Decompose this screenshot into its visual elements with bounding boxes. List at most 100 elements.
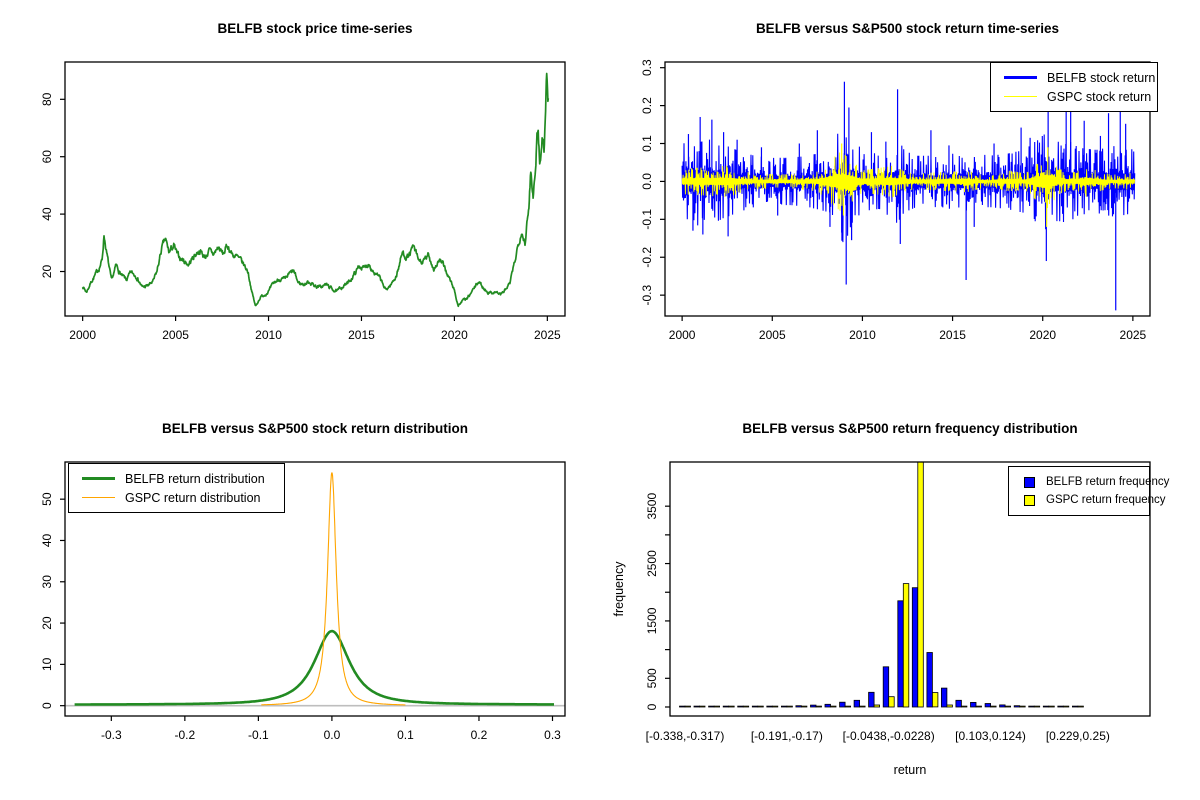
svg-text:500: 500	[645, 668, 659, 688]
svg-text:2020: 2020	[1029, 328, 1056, 342]
price-time-series-panel: 2000 2005 2010 2015 2020 2025 20 40 60 80 BELFB s…	[0, 0, 600, 400]
plot-border	[669, 461, 1151, 717]
svg-text:2005: 2005	[162, 328, 189, 342]
frequency-chart-legend: BELFB return frequency GSPC return frequ…	[1008, 466, 1169, 516]
svg-text:50: 50	[40, 492, 54, 506]
legend-item: BELFB stock return	[991, 68, 1157, 87]
histogram-bars	[679, 461, 1084, 708]
svg-text:0.2: 0.2	[640, 97, 654, 114]
return-frequency-plot: 0 500 1500 2500 3500 [-0.338,-0.317) [-0.191,-…	[645, 461, 1151, 743]
svg-text:[0.103,0.124): [0.103,0.124)	[955, 729, 1026, 743]
svg-text:2000: 2000	[69, 328, 96, 342]
svg-text:10: 10	[40, 657, 54, 671]
legend-item: GSPC return distribution	[69, 488, 284, 507]
plot-border	[64, 61, 566, 317]
y-axis: 0 10 20 30 40 50	[40, 492, 65, 709]
legend-label: BELFB return distribution	[125, 471, 265, 486]
belfb-price-series	[81, 72, 550, 308]
svg-text:-0.1: -0.1	[640, 209, 654, 230]
svg-text:40: 40	[40, 533, 54, 547]
svg-text:-0.3: -0.3	[101, 728, 122, 742]
svg-text:40: 40	[40, 207, 54, 221]
svg-text:80: 80	[40, 92, 54, 106]
belfb-stock-return-series	[681, 81, 1136, 311]
svg-text:0.0: 0.0	[640, 173, 654, 190]
return-chart-title: BELFB versus S&P500 stock return time-se…	[755, 21, 1060, 36]
svg-text:20: 20	[40, 616, 54, 630]
price-time-series-plot: 2000 2005 2010 2015 2020 2025 20 40 60 80	[40, 61, 566, 342]
svg-text:-0.3: -0.3	[640, 284, 654, 305]
legend-item: GSPC return frequency	[1009, 491, 1166, 509]
svg-text:2010: 2010	[255, 328, 282, 342]
return-chart-legend: BELFB stock return GSPC stock return	[990, 62, 1158, 112]
y-axis: 20 40 60 80	[40, 92, 65, 278]
belfb-density-line-swatch	[82, 477, 115, 480]
belfb-frequency-square-swatch	[1024, 476, 1035, 488]
legend-label: GSPC return distribution	[125, 490, 261, 505]
return-time-series-panel: 2000 2005 2010 2015 2020 2025 -0.3 -0.2 -0.1 0.0 0…	[600, 0, 1200, 400]
svg-text:2005: 2005	[759, 328, 786, 342]
return-distribution-plot: -0.3 -0.2 -0.1 0.0 0.1 0.2 0.3 0 10 20 30 40 50	[40, 461, 566, 742]
legend-label: BELFB return frequency	[1046, 476, 1170, 488]
svg-text:0.0: 0.0	[324, 728, 341, 742]
gspc-frequency-square-swatch	[1024, 494, 1035, 506]
svg-text:2020: 2020	[441, 328, 468, 342]
belfb-return-distribution-curve	[74, 629, 555, 706]
svg-text:[0.229,0.25): [0.229,0.25)	[1046, 729, 1110, 743]
legend-label: GSPC return frequency	[1046, 494, 1166, 506]
svg-text:2025: 2025	[1120, 328, 1147, 342]
legend-item: BELFB return frequency	[1009, 473, 1169, 491]
svg-text:2010: 2010	[849, 328, 876, 342]
svg-text:60: 60	[40, 150, 54, 164]
frequency-y-axis-label: frequency	[612, 561, 626, 617]
return-frequency-panel: 0 500 1500 2500 3500 [-0.338,-0.317) [-0.191,-…	[600, 400, 1200, 800]
x-axis: 2000 2005 2010 2015 2020 2025	[669, 316, 1147, 342]
svg-text:2500: 2500	[645, 550, 659, 577]
frequency-x-axis-label: return	[893, 763, 927, 777]
svg-text:2025: 2025	[534, 328, 561, 342]
return-time-series-plot: 2000 2005 2010 2015 2020 2025 -0.3 -0.2 -0.1 0.0 0…	[640, 59, 1151, 342]
gspc-return-line-swatch	[1004, 95, 1037, 98]
svg-text:[-0.338,-0.317): [-0.338,-0.317)	[646, 729, 725, 743]
plot-border	[664, 61, 1151, 317]
svg-text:30: 30	[40, 575, 54, 589]
svg-text:1500: 1500	[645, 607, 659, 634]
svg-text:-0.2: -0.2	[175, 728, 196, 742]
gspc-stock-return-series	[681, 143, 1136, 227]
svg-text:0.1: 0.1	[640, 135, 654, 152]
svg-text:[-0.191,-0.17): [-0.191,-0.17)	[751, 729, 823, 743]
svg-text:2000: 2000	[669, 328, 696, 342]
svg-text:0.2: 0.2	[471, 728, 488, 742]
y-axis: -0.3 -0.2 -0.1 0.0 0.1 0.2 0.3	[640, 59, 665, 305]
legend-label: BELFB stock return	[1047, 70, 1156, 85]
svg-text:0.3: 0.3	[544, 728, 561, 742]
svg-text:0.1: 0.1	[397, 728, 414, 742]
svg-text:0: 0	[645, 703, 659, 710]
gspc-density-line-swatch	[82, 496, 115, 499]
bin-labels: [-0.338,-0.317) [-0.191,-0.17) [-0.0438,-0…	[646, 729, 1110, 743]
svg-text:20: 20	[40, 265, 54, 279]
legend-label: GSPC stock return	[1047, 89, 1152, 104]
distribution-chart-legend: BELFB return distribution GSPC return di…	[68, 463, 285, 513]
legend-item: BELFB return distribution	[69, 469, 284, 488]
gspc-return-distribution-curve	[261, 472, 406, 706]
svg-text:0: 0	[40, 702, 54, 709]
y-axis: 0 500 1500 2500 3500	[645, 493, 670, 710]
svg-text:2015: 2015	[348, 328, 375, 342]
legend-item: GSPC stock return	[991, 87, 1157, 106]
svg-text:[-0.0438,-0.0228): [-0.0438,-0.0228)	[843, 729, 935, 743]
x-axis: -0.3 -0.2 -0.1 0.0 0.1 0.2 0.3	[101, 716, 561, 742]
x-axis: 2000 2005 2010 2015 2020 2025	[69, 316, 561, 342]
plot-border	[64, 461, 566, 717]
return-distribution-panel: -0.3 -0.2 -0.1 0.0 0.1 0.2 0.3 0 10 20 30 40 50 BELF…	[0, 400, 600, 800]
svg-text:-0.1: -0.1	[248, 728, 269, 742]
svg-text:3500: 3500	[645, 493, 659, 520]
svg-text:-0.2: -0.2	[640, 247, 654, 268]
distribution-chart-title: BELFB versus S&P500 stock return distrib…	[161, 421, 469, 436]
frequency-chart-title: BELFB versus S&P500 return frequency dis…	[742, 421, 1078, 436]
price-chart-title: BELFB stock price time-series	[217, 21, 413, 36]
belfb-return-line-swatch	[1004, 75, 1037, 80]
svg-text:0.3: 0.3	[640, 59, 654, 76]
svg-text:2015: 2015	[939, 328, 966, 342]
